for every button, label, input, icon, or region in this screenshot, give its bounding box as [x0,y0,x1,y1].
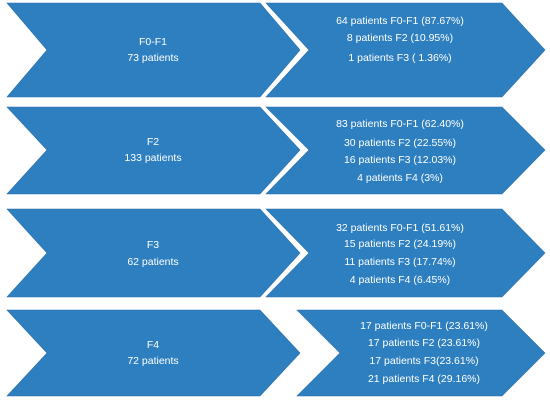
outcome-line: 17 patients F0-F1 (23.61%) [360,320,488,332]
stage-name: F3 [147,239,159,251]
outcome-line: 21 patients F4 (29.16%) [368,373,480,385]
row-f0-f1: F0-F1 73 patients 64 patients F0-F1 (87.… [6,2,546,98]
outcome-line: 30 patients F2 (22.55%) [344,137,456,149]
outcome-chevron-f3 [265,208,546,298]
outcome-line: 17 patients F2 (23.61%) [368,337,480,349]
outcome-line: 1 patients F3 ( 1.36%) [348,52,451,64]
stage-name: F2 [147,136,159,148]
outcome-line: 16 patients F3 (12.03%) [344,154,456,166]
outcome-line: 83 patients F0-F1 (62.40%) [336,118,464,130]
stage-name: F0-F1 [139,36,167,48]
stage-chevron-f2 [6,106,301,195]
outcome-chevron-f2 [265,106,546,195]
outcome-line: 8 patients F2 (10.95%) [347,32,453,44]
outcome-line: 4 patients F4 (3%) [357,172,443,184]
stage-name: F4 [147,339,159,351]
row-f4: F4 72 patients 17 patients F0-F1 (23.61%… [6,309,546,397]
outcome-line: 64 patients F0-F1 (87.67%) [336,15,464,27]
outcome-line: 17 patients F3(23.61%) [369,355,478,367]
stage-chevron-f3 [6,208,301,298]
stage-count: 72 patients [127,355,178,367]
outcome-chevron-f4 [296,309,546,397]
row-f3: F3 62 patients 32 patients F0-F1 (51.61%… [6,208,546,298]
outcome-chevron-f0-f1 [265,2,546,98]
stage-count: 73 patients [127,52,178,64]
outcome-line: 11 patients F3 (17.74%) [344,256,455,268]
stage-count: 133 patients [124,152,181,164]
stage-chevron-f0-f1 [6,2,301,98]
outcome-line: 4 patients F4 (6.45%) [350,274,450,286]
stage-chevron-f4 [6,309,301,397]
outcome-line: 15 patients F2 (24.19%) [344,238,456,250]
outcome-line: 32 patients F0-F1 (51.61%) [336,222,464,234]
stage-count: 62 patients [127,256,178,268]
row-f2: F2 133 patients 83 patients F0-F1 (62.40… [6,106,546,195]
